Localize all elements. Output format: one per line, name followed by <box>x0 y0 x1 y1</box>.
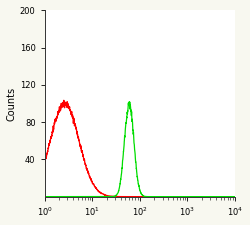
Y-axis label: Counts: Counts <box>7 86 17 121</box>
